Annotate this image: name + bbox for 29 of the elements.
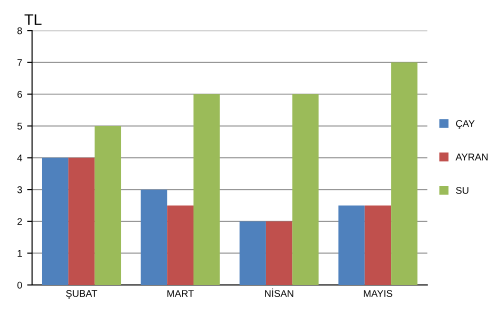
x-tick-label: MAYIS [364,290,392,297]
x-tick-label: MART [167,290,194,297]
y-tick-label: 8 [17,27,22,34]
y-tick-label: 7 [17,59,22,66]
legend-label: AYRAN [456,154,488,160]
bar [94,126,122,285]
bar [338,205,365,285]
bar [42,158,68,285]
bar [266,221,292,285]
bar [364,205,392,285]
y-tick-label: 0 [17,282,22,289]
bar [140,190,168,285]
y-axis-title: TL [24,14,42,25]
y-tick-label: 1 [18,250,22,257]
legend-label: ÇAY [456,120,475,129]
y-tick-label: 6 [17,90,22,98]
x-tick-label: ŞUBAT [66,290,98,299]
bar [292,94,319,285]
legend-label: SU [456,186,468,194]
bar [193,94,220,285]
bar [240,221,266,285]
y-tick-label: 4 [17,154,22,162]
bar [167,205,194,285]
x-tick-label: NİSAN [265,288,294,297]
bar [391,62,418,285]
bar [68,158,95,285]
y-tick-label: 5 [17,122,22,130]
y-tick-label: 2 [17,218,22,225]
y-tick-label: 3 [17,186,22,194]
